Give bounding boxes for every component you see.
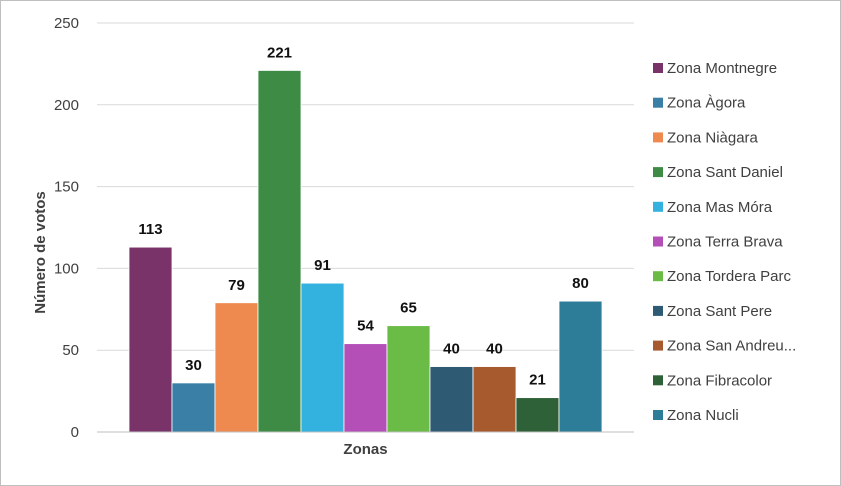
x-axis-title: Zonas — [343, 441, 387, 458]
data-label: 91 — [314, 257, 331, 274]
legend-entry: Zona Mas Móra — [667, 199, 773, 216]
legend-swatch — [653, 63, 663, 73]
bar — [171, 382, 216, 433]
legend-entry: Zona San Andreu... — [667, 338, 796, 355]
legend-entry: Zona Fibracolor — [667, 372, 772, 389]
data-label: 40 — [443, 341, 460, 358]
legend-entry: Zona Niàgara — [667, 129, 759, 146]
y-tick-label: 100 — [54, 260, 79, 277]
y-tick-label: 250 — [54, 15, 79, 32]
legend-swatch — [653, 340, 663, 351]
legend-entry: Zona Àgora — [667, 95, 746, 112]
legend-entry: Zona Sant Pere — [667, 303, 772, 320]
bar — [515, 397, 560, 433]
data-label: 21 — [529, 372, 546, 389]
bar — [429, 366, 474, 433]
gridlines — [97, 22, 634, 351]
legend-swatch — [653, 132, 663, 143]
bar — [386, 325, 431, 433]
data-label: 54 — [357, 318, 374, 335]
data-label: 79 — [228, 277, 245, 294]
data-label: 40 — [486, 341, 503, 358]
legend-swatch — [653, 201, 663, 212]
bar — [343, 343, 388, 433]
y-tick-label: 0 — [71, 424, 79, 441]
legend: Zona Montnegre Zona Àgora Zona Niàgara Zona… — [653, 60, 796, 424]
legend-swatch — [653, 236, 663, 247]
data-label: 30 — [185, 357, 202, 374]
bar — [472, 366, 517, 433]
legend-entry: Zona Terra Brava — [667, 234, 783, 251]
legend-swatch — [653, 167, 663, 178]
y-tick-label: 150 — [54, 179, 79, 196]
legend-entry: Zona Nucli — [667, 407, 739, 424]
bars — [128, 70, 603, 433]
data-label: 65 — [400, 300, 417, 317]
y-axis-title: Número de votos — [32, 191, 49, 314]
y-axis-ticks: 0 50 100 150 200 250 — [54, 15, 79, 441]
legend-entry: Zona Montnegre — [667, 60, 777, 77]
bar — [257, 70, 302, 433]
legend-swatch — [653, 410, 663, 420]
data-label: 80 — [572, 275, 589, 292]
data-label: 221 — [267, 44, 292, 61]
data-labels: 113 30 79 221 91 54 65 40 40 21 80 — [138, 44, 588, 388]
legend-swatch — [653, 97, 663, 108]
legend-swatch — [653, 375, 663, 386]
bar — [214, 302, 259, 433]
bar — [558, 300, 603, 433]
bar — [128, 246, 173, 433]
legend-swatch — [653, 305, 663, 316]
legend-swatch — [653, 271, 663, 282]
y-tick-label: 50 — [62, 342, 79, 359]
bar — [300, 282, 345, 433]
data-label: 113 — [138, 221, 162, 238]
legend-entry: Zona Tordera Parc — [667, 268, 791, 285]
y-tick-label: 200 — [54, 97, 79, 114]
legend-entry: Zona Sant Daniel — [667, 164, 783, 181]
